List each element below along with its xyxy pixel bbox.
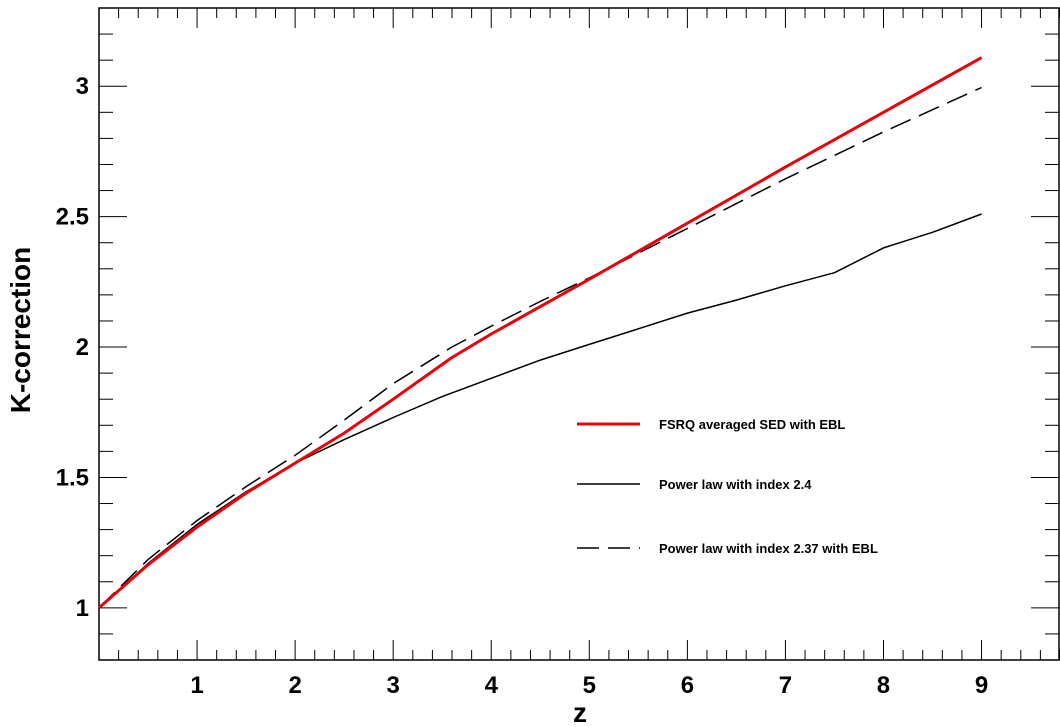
x-axis-title: z: [573, 697, 587, 727]
x-tick-label: 8: [877, 672, 890, 699]
y-axis-title: K-correction: [5, 247, 36, 413]
y-tick-label: 1: [76, 595, 89, 622]
legend-label-1: FSRQ averaged SED with EBL: [659, 417, 845, 432]
x-tick-label: 6: [681, 672, 694, 699]
x-tick-label: 5: [583, 672, 596, 699]
y-tick-label: 2.5: [56, 204, 89, 231]
x-tick-label: 2: [288, 672, 301, 699]
x-tick-label: 7: [779, 672, 792, 699]
legend-label-3: Power law with index 2.37 with EBL: [659, 541, 878, 556]
x-tick-label: 9: [975, 672, 988, 699]
x-tick-label: 3: [387, 672, 400, 699]
plot-frame: [98, 7, 1060, 661]
x-tick-label: 4: [485, 672, 499, 699]
legend-label-2: Power law with index 2.4: [659, 477, 812, 492]
x-tick-label: 1: [190, 672, 203, 699]
y-tick-label: 2: [76, 334, 89, 361]
series-line-3: [98, 86, 982, 609]
series-line-1: [98, 56, 983, 609]
y-tick-label: 3: [76, 73, 89, 100]
y-tick-label: 1.5: [56, 464, 89, 491]
